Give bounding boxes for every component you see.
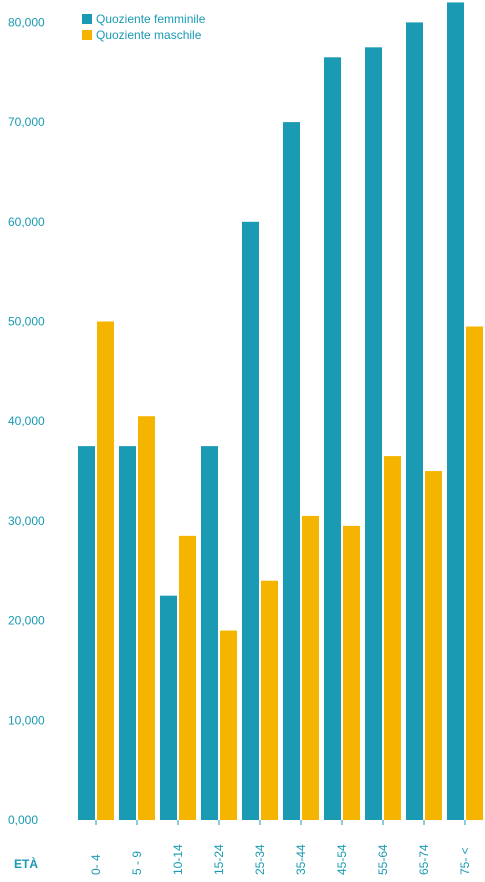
- legend-swatch-female: [82, 14, 92, 24]
- x-tick-label: 0- 4: [89, 854, 103, 875]
- y-tick-label: 40,000: [8, 414, 45, 428]
- bar-female: [201, 446, 218, 820]
- y-tick-label: 50,000: [8, 315, 45, 329]
- x-tick-label: 15-24: [212, 844, 226, 875]
- bar-male: [425, 471, 442, 820]
- y-tick-label: 70,000: [8, 115, 45, 129]
- y-tick-label: 10,000: [8, 713, 45, 727]
- y-tick-label: 0,000: [8, 813, 38, 827]
- x-tick-label: 35-44: [294, 844, 308, 875]
- y-tick-label: 20,000: [8, 614, 45, 628]
- bar-female: [119, 446, 136, 820]
- x-tick-label: 45-54: [335, 844, 349, 875]
- y-tick-label: 30,000: [8, 514, 45, 528]
- x-tick-label: 55-64: [376, 844, 390, 875]
- bar-female: [406, 22, 423, 820]
- bar-female: [78, 446, 95, 820]
- x-tick-label: 65-74: [417, 844, 431, 875]
- bar-female: [365, 47, 382, 820]
- bar-male: [343, 525, 360, 820]
- y-axis: 0,000 10,000 20,000 30,000 40,000 50,000 60,00…: [8, 15, 45, 827]
- chart-legend: Quoziente femminile Quoziente maschile: [82, 12, 206, 42]
- legend-label-male: Quoziente maschile: [96, 28, 202, 42]
- bar-male: [220, 630, 237, 820]
- y-tick-label: 80,000: [8, 15, 45, 29]
- bar-female: [324, 57, 341, 821]
- bar-male: [384, 456, 401, 820]
- bars: [78, 2, 483, 821]
- x-axis-label: ETÀ: [14, 856, 38, 871]
- x-tick-label: 5 - 9: [130, 851, 144, 875]
- x-tick-label: 25-34: [253, 844, 267, 875]
- bar-male: [466, 326, 483, 820]
- bar-female: [160, 595, 177, 820]
- bar-female: [283, 122, 300, 821]
- bar-male: [138, 416, 155, 820]
- bar-male: [302, 515, 319, 820]
- x-tick-label: 10-14: [171, 844, 185, 875]
- bar-male: [261, 580, 278, 820]
- bar-male: [97, 321, 114, 820]
- y-tick-label: 60,000: [8, 215, 45, 229]
- bar-female: [447, 2, 464, 820]
- bar-male: [179, 535, 196, 820]
- x-axis: 0- 4 5 - 9 10-14 15-24 25-34 35-44 45-54 55-64 6…: [89, 820, 472, 875]
- legend-swatch-male: [82, 30, 92, 40]
- bar-female: [242, 221, 259, 821]
- legend-label-female: Quoziente femminile: [96, 12, 206, 26]
- x-tick-label: 75- <: [458, 847, 472, 875]
